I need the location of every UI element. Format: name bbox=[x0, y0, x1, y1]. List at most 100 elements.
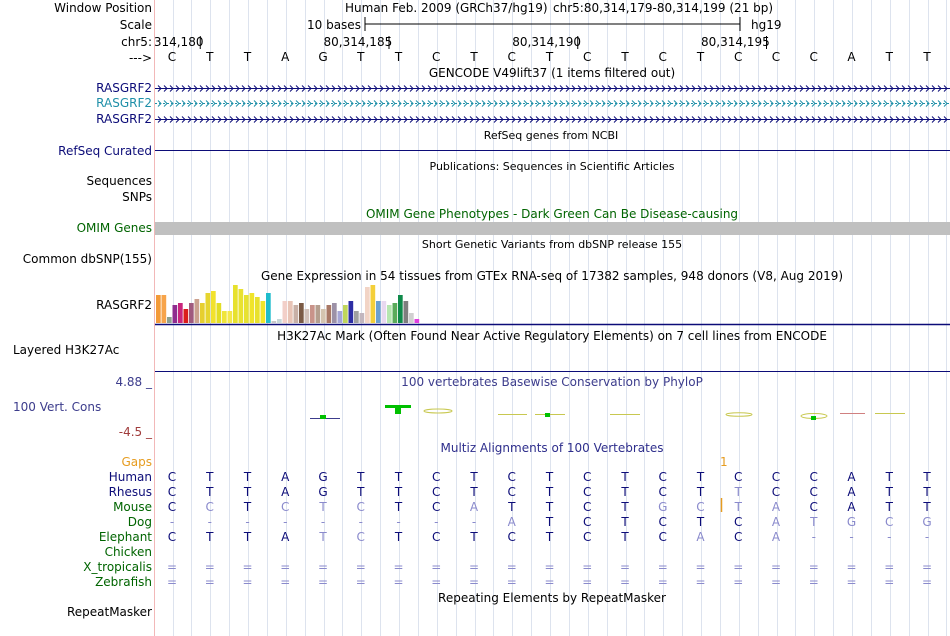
strand-chevron bbox=[487, 116, 492, 123]
refseq-label[interactable]: RefSeq Curated bbox=[58, 144, 152, 158]
strand-chevron bbox=[499, 100, 504, 107]
strand-chevron bbox=[265, 116, 270, 123]
strand-chevron bbox=[157, 100, 162, 107]
snps-label[interactable]: SNPs bbox=[122, 190, 152, 204]
strand-chevron bbox=[199, 100, 204, 107]
dna-base: A bbox=[847, 50, 856, 64]
grid-line bbox=[569, 0, 570, 636]
gtex-label[interactable]: RASGRF2 bbox=[96, 298, 152, 312]
strand-chevron bbox=[847, 116, 852, 123]
strand-chevron bbox=[931, 100, 936, 107]
strand-chevron bbox=[637, 85, 642, 92]
strand-chevron bbox=[793, 100, 798, 107]
gtex-tissue-bar bbox=[343, 305, 348, 323]
strand-chevron bbox=[163, 100, 168, 107]
species-label[interactable]: Dog bbox=[127, 515, 152, 529]
sequences-label[interactable]: Sequences bbox=[86, 174, 152, 188]
gtex-tissue-bar bbox=[321, 309, 326, 323]
omim-label[interactable]: OMIM Genes bbox=[76, 221, 152, 235]
strand-chevron bbox=[871, 116, 876, 123]
gencode-label-3[interactable]: RASGRF2 bbox=[96, 112, 152, 126]
strand-chevron bbox=[841, 85, 846, 92]
species-label[interactable]: Human bbox=[108, 470, 152, 484]
strand-chevron bbox=[763, 85, 768, 92]
strand-chevron bbox=[889, 85, 894, 92]
h3k27ac-label[interactable]: Layered H3K27Ac bbox=[13, 343, 120, 357]
gtex-chart[interactable] bbox=[155, 0, 950, 330]
track-data-area[interactable]: Human Feb. 2009 (GRCh37/hg19) chr5:80,31… bbox=[155, 0, 950, 636]
label-divider bbox=[154, 0, 155, 636]
strand-chevron bbox=[595, 85, 600, 92]
strand-chevron bbox=[187, 85, 192, 92]
repeatmasker-label[interactable]: RepeatMasker bbox=[66, 605, 152, 619]
species-label[interactable]: X_tropicalis bbox=[83, 560, 152, 574]
strand-chevron bbox=[253, 116, 258, 123]
alignment-base: C bbox=[167, 500, 177, 514]
conservation-plot[interactable] bbox=[155, 0, 950, 430]
alignment-base: = bbox=[393, 560, 404, 574]
alignment-base: C bbox=[205, 500, 214, 514]
strand-chevron bbox=[451, 100, 456, 107]
strand-chevron bbox=[511, 100, 516, 107]
strand-chevron bbox=[835, 116, 840, 123]
strand-chevron bbox=[865, 116, 870, 123]
strand-chevron bbox=[343, 116, 348, 123]
conservation-label[interactable]: 100 Vert. Cons bbox=[13, 400, 102, 414]
dna-base: T bbox=[394, 50, 403, 64]
omim-gene-bar[interactable] bbox=[155, 222, 950, 235]
gencode-label-2[interactable]: RASGRF2 bbox=[96, 96, 152, 110]
alignment-base: T bbox=[734, 500, 742, 514]
alignment-base: = bbox=[619, 575, 631, 589]
strand-chevron bbox=[181, 100, 186, 107]
strand-chevron bbox=[613, 85, 618, 92]
gtex-tissue-bar bbox=[172, 305, 178, 323]
strand-chevron bbox=[481, 100, 486, 107]
strand-chevron bbox=[907, 116, 912, 123]
strand-chevron bbox=[391, 100, 396, 107]
gencode-transcript-2 bbox=[155, 100, 950, 107]
strand-chevron bbox=[571, 116, 576, 123]
alignment-base: T bbox=[621, 470, 629, 484]
gtex-tissue-bar bbox=[189, 303, 194, 323]
strand-chevron bbox=[247, 116, 252, 123]
strand-chevron bbox=[553, 100, 558, 107]
alignment-base: C bbox=[809, 500, 818, 514]
strand-chevron bbox=[625, 100, 630, 107]
species-label[interactable]: Elephant bbox=[98, 530, 152, 544]
strand-chevron bbox=[463, 85, 468, 92]
strand-chevron bbox=[427, 85, 432, 92]
strand-chevron bbox=[721, 85, 726, 92]
strand-chevron bbox=[769, 85, 774, 92]
strand-chevron bbox=[457, 116, 462, 123]
strand-chevron bbox=[307, 116, 312, 123]
grid-line bbox=[833, 0, 834, 636]
alignment-base: = bbox=[468, 575, 480, 589]
species-label[interactable]: Rhesus bbox=[108, 485, 152, 499]
strand-chevron bbox=[649, 100, 654, 107]
alignment-base: T bbox=[621, 500, 629, 514]
gencode-label-1[interactable]: RASGRF2 bbox=[96, 81, 152, 95]
dbsnp-label[interactable]: Common dbSNP(155) bbox=[22, 252, 152, 266]
gtex-tissue-bar bbox=[326, 305, 332, 323]
strand-chevron bbox=[583, 116, 588, 123]
species-label[interactable]: Zebrafish bbox=[95, 575, 152, 589]
alignment-base: T bbox=[394, 485, 403, 499]
strand-chevron bbox=[391, 116, 396, 123]
strand-chevron bbox=[793, 116, 798, 123]
species-label[interactable]: Mouse bbox=[113, 500, 152, 514]
gtex-tissue-bar bbox=[277, 319, 282, 323]
strand-chevron bbox=[565, 116, 570, 123]
species-label[interactable]: Chicken bbox=[104, 545, 152, 559]
gaps-label[interactable]: Gaps bbox=[121, 455, 152, 469]
alignment-base: T bbox=[696, 485, 705, 499]
alignment-base: A bbox=[847, 485, 856, 499]
strand-chevron bbox=[433, 100, 438, 107]
strand-chevron bbox=[505, 85, 510, 92]
gencode-tracks[interactable] bbox=[155, 0, 950, 140]
strand-chevron bbox=[415, 85, 420, 92]
grid-line bbox=[909, 0, 910, 636]
strand-chevron bbox=[691, 85, 696, 92]
refseq-track[interactable] bbox=[155, 0, 950, 160]
alignment-base: T bbox=[545, 500, 554, 514]
